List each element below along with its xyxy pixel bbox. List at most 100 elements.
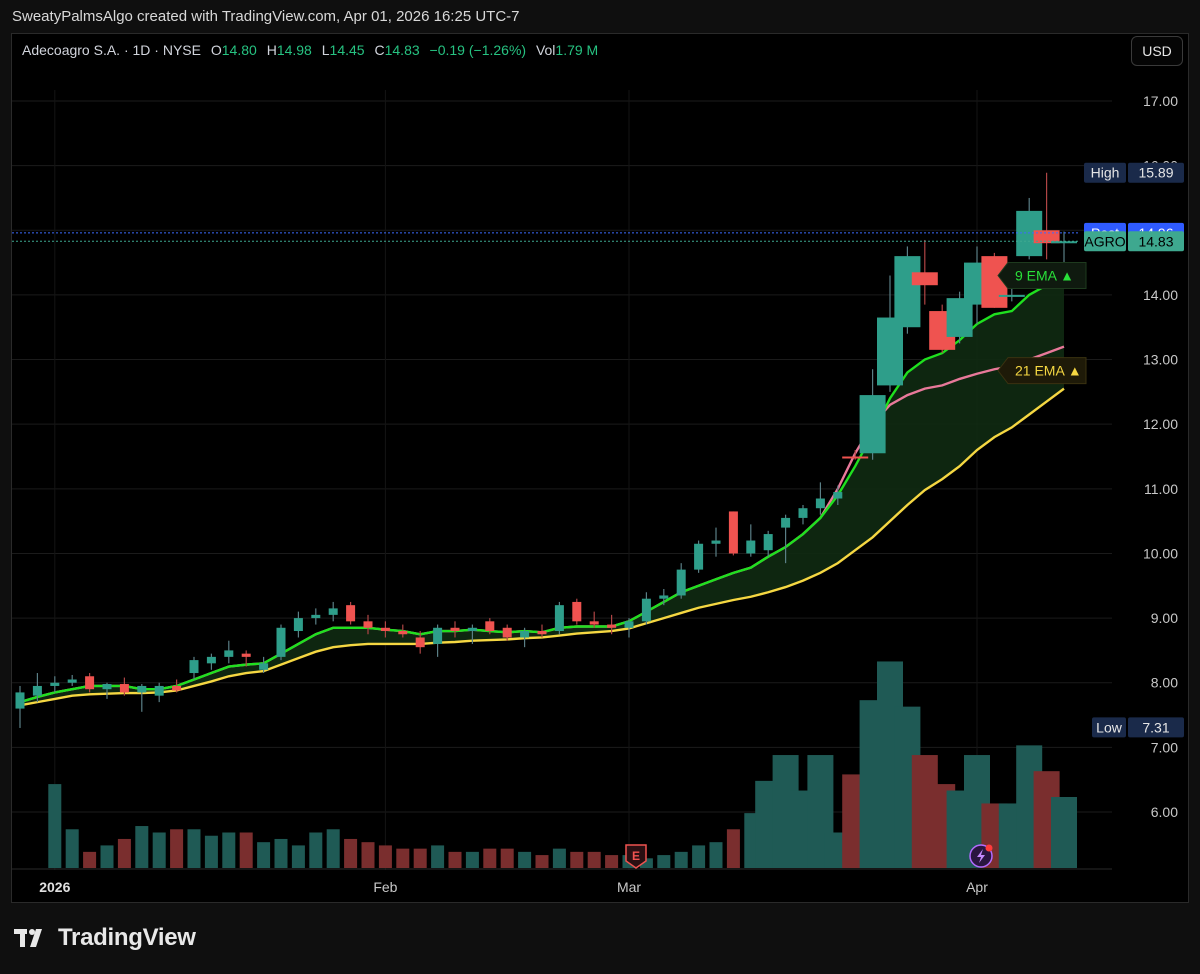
candle-body[interactable] (659, 595, 669, 599)
y-tick-label: 9.00 (1151, 610, 1178, 626)
candle-body[interactable] (798, 508, 808, 518)
y-tick-label: 6.00 (1151, 804, 1178, 820)
symbol-info[interactable]: Adecoagro S.A. · 1D · NYSE (22, 42, 201, 58)
candle-body[interactable] (1051, 241, 1077, 244)
volume-bar (500, 848, 514, 868)
volume-bar (187, 829, 201, 868)
candle-body[interactable] (224, 650, 234, 657)
price-label-name: High (1091, 165, 1120, 181)
candle-body[interactable] (276, 627, 286, 657)
candle-body[interactable] (137, 685, 147, 693)
candle-body[interactable] (311, 614, 321, 619)
candle-body[interactable] (1033, 230, 1060, 244)
volume-bar (222, 832, 236, 868)
candle-body[interactable] (172, 685, 182, 691)
candle-body[interactable] (328, 608, 338, 615)
candle-body[interactable] (363, 621, 373, 628)
volume-bar (657, 855, 671, 868)
candle-body[interactable] (15, 692, 25, 709)
candle-body[interactable] (763, 534, 773, 551)
candle-body[interactable] (119, 684, 129, 693)
candle-body[interactable] (241, 653, 251, 657)
close-value: 14.83 (384, 42, 420, 58)
change-value: −0.19 (−1.26%) (429, 42, 527, 58)
volume-bar (135, 826, 149, 868)
x-tick-label: Feb (373, 879, 397, 895)
price-label-name: Low (1096, 719, 1123, 735)
candle-body[interactable] (572, 601, 582, 622)
candle-body[interactable] (450, 627, 460, 632)
candle-body[interactable] (911, 272, 938, 286)
volume-bar (48, 784, 62, 868)
x-tick-label: Mar (617, 879, 641, 895)
candle-body[interactable] (859, 395, 886, 454)
volume-bar (100, 845, 114, 868)
candle-body[interactable] (877, 317, 903, 386)
notification-dot-icon (985, 844, 993, 852)
tradingview-logo-icon (14, 929, 42, 947)
candle-body[interactable] (502, 627, 512, 638)
ema21-tag-label: 21 EMA ▲ (1015, 363, 1082, 379)
candle-body[interactable] (346, 605, 356, 622)
candle-body[interactable] (781, 517, 791, 528)
volume-bar (239, 832, 253, 868)
brand-name: TradingView (58, 924, 196, 951)
low-value: 14.45 (329, 42, 365, 58)
price-label-box (1128, 717, 1184, 738)
candle-body[interactable] (154, 685, 164, 696)
tradingview-brand[interactable]: TradingView (14, 924, 196, 952)
candle-body[interactable] (728, 511, 738, 554)
candle-body[interactable] (67, 679, 77, 683)
candle-body[interactable] (694, 543, 704, 570)
candle-body[interactable] (485, 621, 495, 632)
candle-body[interactable] (815, 498, 825, 509)
open-value: 14.80 (221, 42, 257, 58)
candle-body[interactable] (32, 685, 42, 696)
chart-panel[interactable] (11, 33, 1189, 903)
candle-body[interactable] (415, 637, 425, 648)
candle-body[interactable] (641, 598, 651, 622)
candle-body[interactable] (380, 627, 390, 632)
candle-body[interactable] (554, 605, 564, 632)
candle-body[interactable] (50, 682, 60, 686)
candle-body[interactable] (998, 294, 1025, 297)
volume-bar (692, 845, 706, 868)
volume-bar (587, 851, 601, 868)
ema21-tag-box (997, 357, 1087, 385)
candle-body[interactable] (624, 621, 634, 628)
candle-body[interactable] (711, 540, 721, 544)
candle-body[interactable] (746, 540, 756, 554)
candle-body[interactable] (102, 684, 112, 690)
candle-body[interactable] (467, 627, 477, 632)
ema9-tag-label: 9 EMA ▲ (1015, 268, 1074, 284)
candle-body[interactable] (85, 676, 95, 690)
candle-body[interactable] (894, 256, 921, 328)
candle-body[interactable] (398, 631, 408, 635)
candle-body[interactable] (589, 621, 599, 625)
price-label-name-box (1084, 231, 1126, 252)
volume-bar (396, 848, 410, 868)
price-label-box (1128, 231, 1184, 252)
volume-bar (639, 858, 653, 868)
candle-body[interactable] (189, 660, 199, 674)
candle-body[interactable] (206, 656, 216, 664)
earnings-icon-letter: E (632, 849, 640, 863)
currency-button[interactable]: USD (1131, 36, 1183, 66)
candle-body[interactable] (842, 456, 869, 459)
price-label-value: 15.89 (1138, 165, 1173, 181)
candle-body[interactable] (520, 631, 530, 638)
candle-body[interactable] (259, 663, 269, 670)
candle-body[interactable] (293, 618, 303, 632)
volume-bar (117, 838, 131, 868)
candle-body[interactable] (607, 624, 617, 628)
earnings-icon[interactable] (625, 844, 647, 869)
candle-body[interactable] (433, 627, 443, 644)
y-tick-label: 14.00 (1143, 287, 1178, 303)
candle-body[interactable] (833, 492, 843, 499)
candle-body[interactable] (537, 631, 547, 635)
volume-bar (431, 845, 445, 868)
candle-body[interactable] (676, 569, 686, 596)
volume-bar (552, 848, 566, 868)
y-tick-label: 7.00 (1151, 739, 1178, 755)
